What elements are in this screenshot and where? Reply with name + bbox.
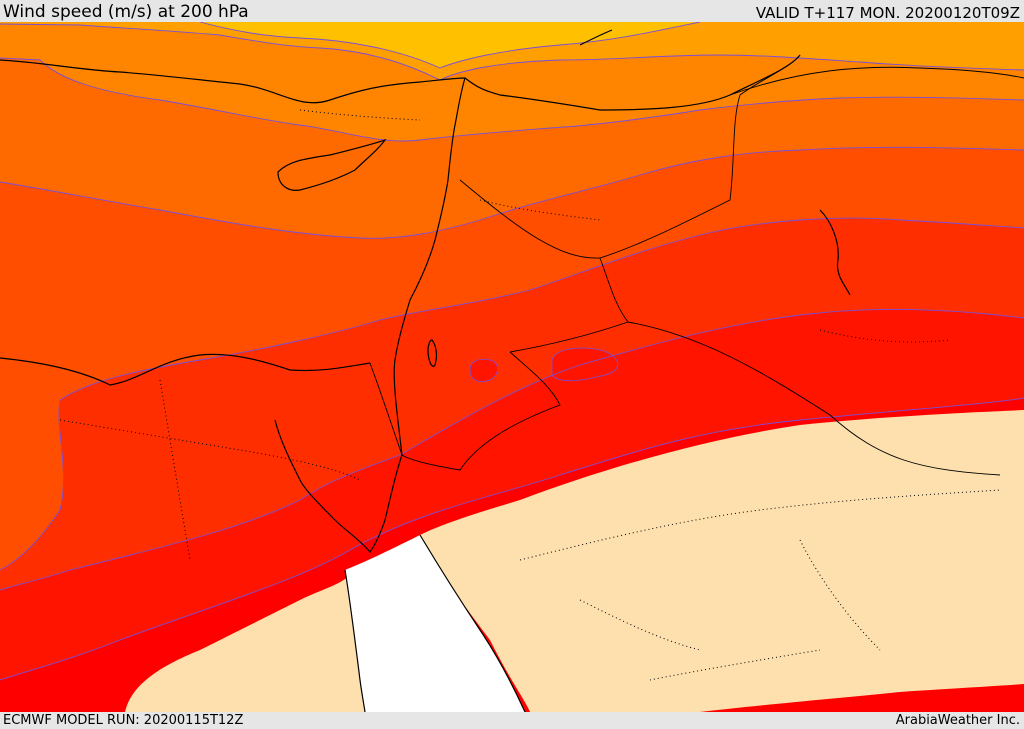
credit: ArabiaWeather Inc.	[895, 713, 1020, 728]
country-borders	[369, 54, 1024, 476]
low-wind-area-southwest	[125, 575, 365, 712]
wind-patch-right	[551, 347, 618, 382]
footer-bar: ECMWF MODEL RUN: 20200115T12Z ArabiaWeat…	[0, 712, 1024, 729]
header-bar: Wind speed (m/s) at 200 hPa VALID T+117 …	[0, 0, 1024, 22]
valid-time: VALID T+117 MON. 20200120T09Z	[755, 4, 1020, 22]
low-wind-area-east	[420, 410, 1024, 712]
red-sea	[345, 535, 525, 712]
model-run: ECMWF MODEL RUN: 20200115T12Z	[3, 713, 244, 728]
coastlines	[0, 29, 851, 712]
admin-borders	[59, 109, 1001, 681]
map-title: Wind speed (m/s) at 200 hPa	[3, 2, 249, 22]
contour-lines	[0, 22, 1024, 681]
wind-speed-map	[0, 22, 1024, 712]
wind-band-1	[200, 22, 700, 68]
wind-patch-left	[469, 358, 498, 382]
